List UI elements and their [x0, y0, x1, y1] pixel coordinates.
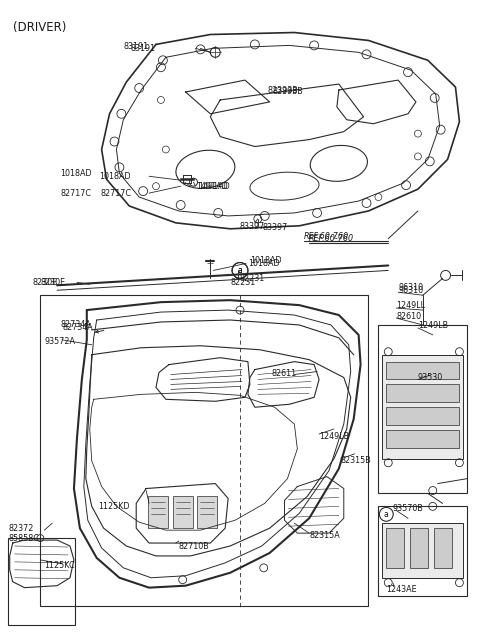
Text: 96310: 96310 [398, 286, 423, 295]
Text: 1249LB: 1249LB [418, 321, 448, 330]
Text: a: a [384, 510, 389, 519]
Text: 82393B: 82393B [268, 86, 299, 95]
Text: 96310: 96310 [398, 283, 423, 292]
Text: 82231: 82231 [240, 274, 265, 283]
Text: 1018AD: 1018AD [250, 256, 281, 265]
Text: 82717C: 82717C [100, 189, 131, 198]
Bar [383, 355, 463, 459]
Text: 82734A: 82734A [60, 321, 91, 330]
Text: 1018AD: 1018AD [100, 172, 131, 180]
Text: 1018AD: 1018AD [248, 259, 279, 268]
Text: 1249LL: 1249LL [396, 301, 425, 310]
Text: 8230E: 8230E [33, 278, 58, 287]
Bar [378, 506, 468, 596]
Bar [386, 385, 459, 403]
Text: 83191: 83191 [124, 42, 149, 51]
Text: REF.60-760: REF.60-760 [309, 234, 354, 243]
Bar [410, 528, 428, 568]
Text: 82610: 82610 [396, 312, 421, 321]
Text: 82717C: 82717C [61, 189, 92, 198]
Text: 83191: 83191 [131, 44, 156, 53]
Text: 82611: 82611 [272, 369, 297, 378]
Text: 1243AE: 1243AE [386, 585, 417, 594]
Text: 82315B: 82315B [341, 456, 372, 465]
Text: 1491AD: 1491AD [199, 182, 230, 191]
Text: 1018AD: 1018AD [60, 169, 92, 178]
Bar [434, 528, 452, 568]
Text: 1249LB: 1249LB [319, 433, 349, 442]
Text: 93572A: 93572A [44, 337, 75, 346]
Bar [148, 497, 168, 528]
Text: a: a [238, 266, 242, 275]
Text: 93530: 93530 [418, 373, 443, 382]
Text: (DRIVER): (DRIVER) [12, 20, 66, 34]
Text: 1491AD: 1491AD [196, 182, 228, 191]
Bar [40, 295, 369, 605]
Bar [197, 497, 217, 528]
Text: 93570B: 93570B [392, 504, 423, 513]
Bar [386, 430, 459, 448]
Text: a: a [238, 266, 242, 275]
Text: 82393B: 82393B [272, 88, 303, 97]
Text: 8230E: 8230E [40, 278, 65, 287]
Text: 82315A: 82315A [309, 531, 340, 540]
Text: 1125KC: 1125KC [44, 561, 75, 570]
Text: 83397: 83397 [240, 222, 265, 231]
Text: 83397: 83397 [263, 223, 288, 232]
Text: 82734A: 82734A [62, 323, 93, 332]
Bar [386, 528, 404, 568]
Bar [378, 325, 468, 493]
Bar [173, 497, 192, 528]
Text: 85858C: 85858C [9, 534, 39, 543]
Text: 1125KD: 1125KD [98, 502, 129, 511]
Text: 82231: 82231 [230, 278, 255, 287]
Bar [386, 362, 459, 380]
Bar [383, 524, 463, 578]
Text: 82710B: 82710B [179, 541, 209, 550]
Text: 82372: 82372 [9, 524, 34, 532]
Text: REF.60-760: REF.60-760 [304, 232, 349, 241]
Bar [386, 407, 459, 425]
Bar [8, 538, 75, 625]
